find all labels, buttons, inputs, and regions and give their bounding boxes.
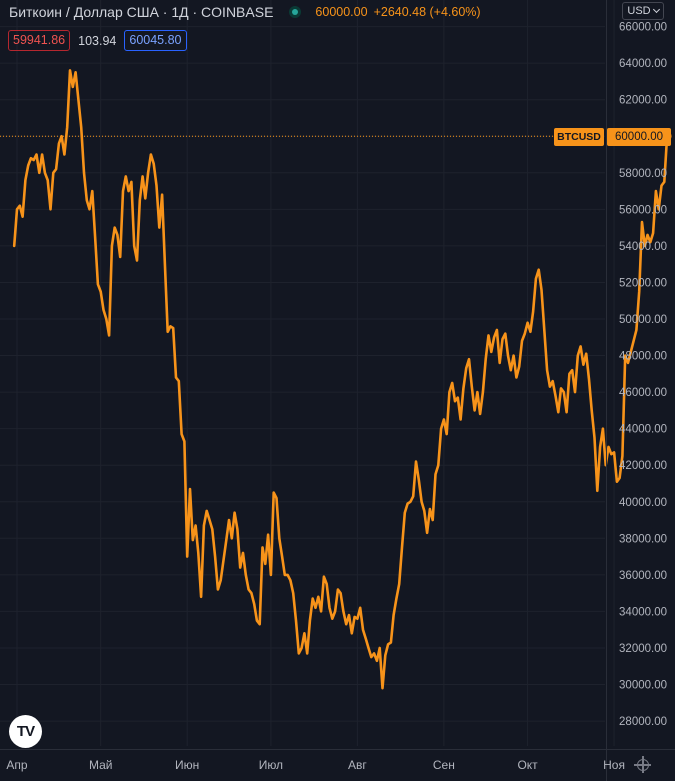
y-tick-label: 44000.00 <box>619 424 667 436</box>
x-tick-label: Июн <box>175 758 199 772</box>
x-tick-label: Май <box>89 758 113 772</box>
legend-change: +2640.48 (+4.60%) <box>373 5 481 19</box>
currency-dropdown[interactable]: USD <box>622 2 664 20</box>
x-tick-label: Окт <box>517 758 538 772</box>
y-tick-label: 34000.00 <box>619 606 667 618</box>
symbol-title[interactable]: Биткоин / Доллар США · 1Д · COINBASE <box>9 4 274 20</box>
x-tick-label: Сен <box>433 758 455 772</box>
y-tick-label: 32000.00 <box>619 643 667 655</box>
sell-price-box[interactable]: 59941.86 <box>8 30 71 51</box>
y-tick-label: 56000.00 <box>619 204 667 216</box>
currency-label: USD <box>627 5 651 17</box>
x-tick-label: Ноя <box>603 758 625 772</box>
spread-value: 103.94 <box>78 33 117 48</box>
y-tick-label: 48000.00 <box>619 351 667 363</box>
time-axis[interactable]: Апр Май Июн Июл Авг Сен Окт Ноя <box>0 749 675 773</box>
x-tick-label: Июл <box>259 758 283 772</box>
y-tick-label: 28000.00 <box>619 716 667 728</box>
settings-button[interactable] <box>634 756 652 774</box>
y-tick-label: 40000.00 <box>619 497 667 509</box>
y-tick-label: 30000.00 <box>619 680 667 692</box>
y-tick-label: 64000.00 <box>619 58 667 70</box>
chevron-down-icon <box>652 5 660 14</box>
price-axis[interactable]: 28000.00 30000.00 32000.00 34000.00 36000.00… <box>606 0 668 781</box>
y-tick-label: 46000.00 <box>619 387 667 399</box>
series-symbol-tag: BTCUSD <box>554 128 604 146</box>
tradingview-logo[interactable]: TV <box>9 715 42 748</box>
y-tick-label: 36000.00 <box>619 570 667 582</box>
buy-price-box[interactable]: 60045.80 <box>124 30 187 51</box>
y-tick-label: 42000.00 <box>619 460 667 472</box>
y-tick-label: 58000.00 <box>619 168 667 180</box>
x-tick-label: Апр <box>6 758 28 772</box>
y-tick-label: 54000.00 <box>619 241 667 253</box>
y-tick-label: 52000.00 <box>619 277 667 289</box>
bid-ask-row: 59941.86 103.94 60045.80 <box>8 30 187 51</box>
symbol-legend[interactable]: Биткоин / Доллар США · 1Д · COINBASE 600… <box>9 4 481 20</box>
last-price-tag: 60000.00 <box>607 128 671 146</box>
series-line-btcusd <box>12 69 669 690</box>
legend-last-price: 60000.00 <box>315 5 368 19</box>
y-tick-label: 38000.00 <box>619 533 667 545</box>
x-tick-label: Авг <box>348 758 367 772</box>
y-tick-label: 66000.00 <box>619 22 667 34</box>
gear-icon <box>634 756 651 773</box>
y-tick-label: 62000.00 <box>619 95 667 107</box>
y-tick-label: 50000.00 <box>619 314 667 326</box>
grid-lines <box>0 0 615 746</box>
market-status-icon <box>289 6 302 18</box>
